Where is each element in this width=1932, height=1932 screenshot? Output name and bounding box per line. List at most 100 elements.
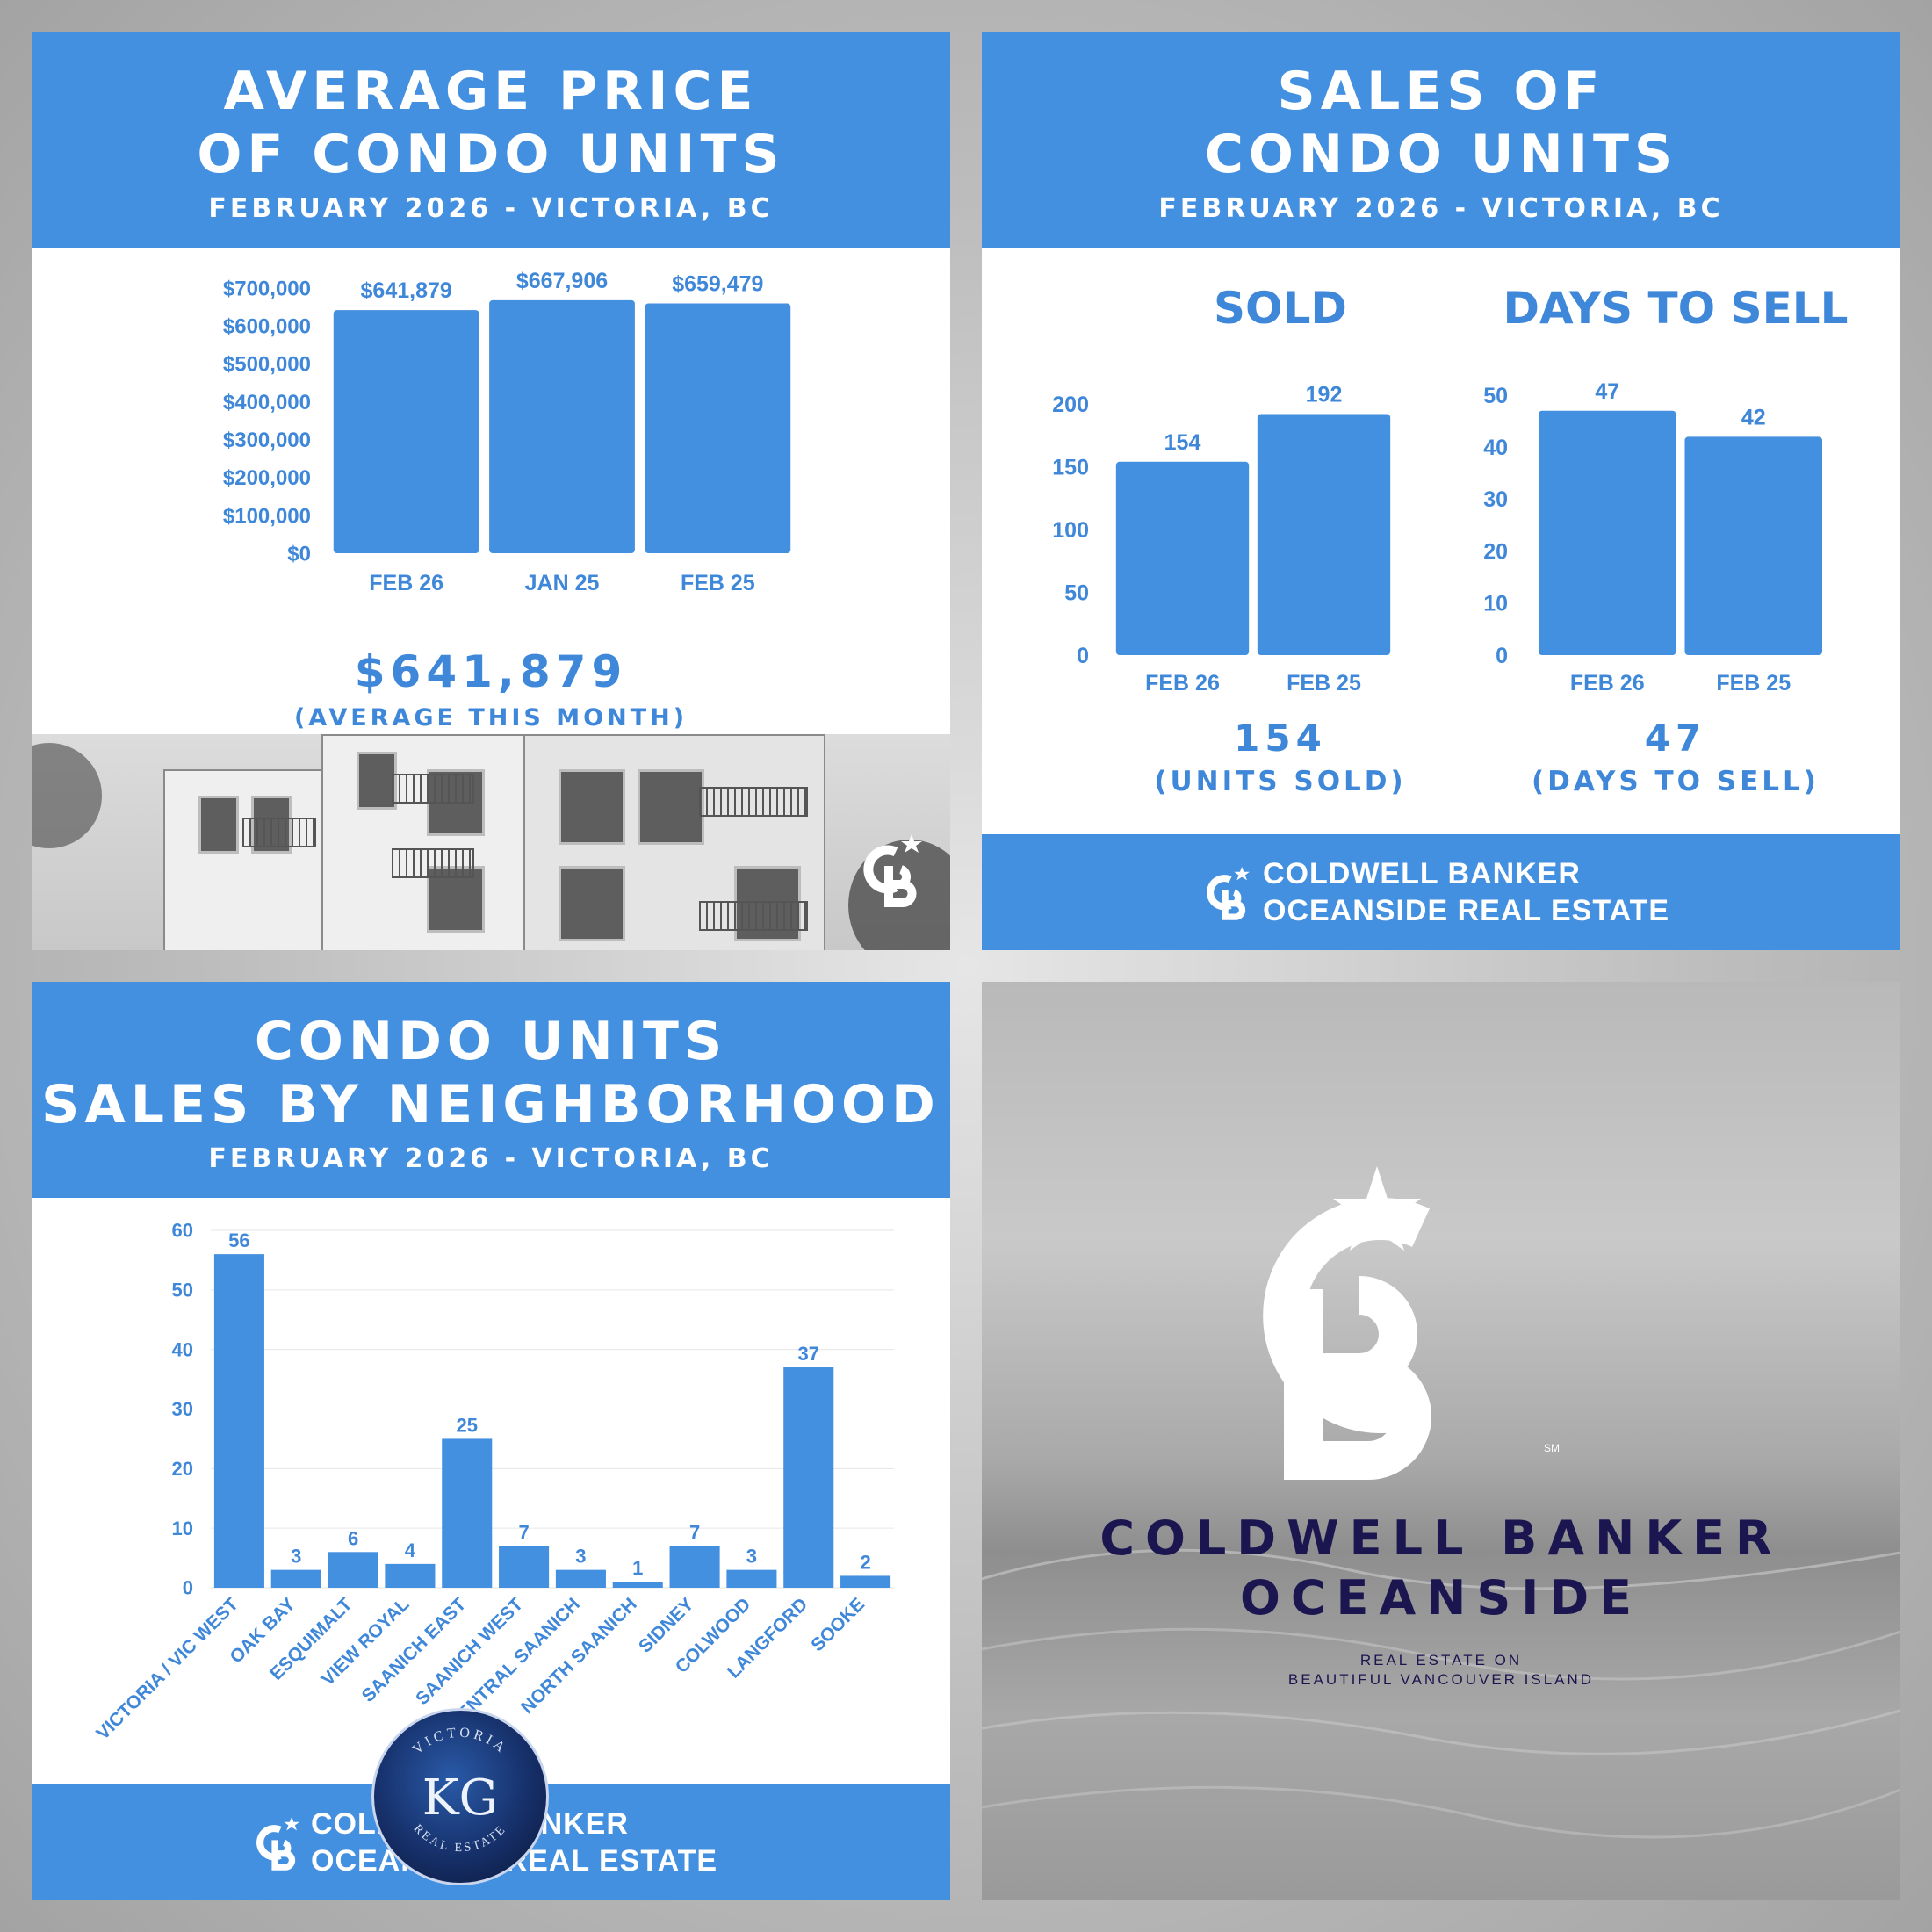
sold-caption: (UNITS SOLD)	[1154, 766, 1407, 797]
y-tick-label: 50	[172, 1280, 193, 1301]
window	[198, 796, 239, 854]
data-label: $641,879	[361, 278, 452, 303]
data-label: 192	[1306, 382, 1343, 407]
y-tick-label: 20	[1483, 539, 1508, 564]
bar	[1538, 410, 1676, 655]
bar	[555, 1569, 606, 1588]
data-label: 37	[798, 1343, 819, 1365]
y-tick-label: 20	[172, 1458, 193, 1480]
cb-logo-icon	[863, 834, 922, 907]
bar	[489, 299, 635, 553]
sales-title-line1: SALES OF	[1277, 61, 1605, 122]
y-tick-label: 30	[1483, 487, 1508, 512]
sales-header: SALES OF CONDO UNITS FEBRUARY 2026 - VIC…	[982, 32, 1900, 248]
data-label: $667,906	[516, 269, 608, 293]
avg-price-chart: $0 $100,000 $200,000 $300,000 $400,000 $500,0…	[223, 269, 791, 595]
bar	[1257, 414, 1391, 655]
svg-text:VICTORIA: VICTORIA	[410, 1726, 510, 1758]
y-tick-label: 10	[172, 1517, 193, 1539]
y-tick-label: 50	[1064, 580, 1089, 605]
badge-top-text: VICTORIA	[410, 1726, 507, 1758]
avg-price-title-line1: AVERAGE PRICE	[223, 61, 759, 122]
y-tick-label: 40	[172, 1338, 193, 1360]
window	[638, 769, 704, 845]
avg-price-caption: (AVERAGE THIS MONTH)	[293, 704, 688, 732]
window	[559, 866, 625, 941]
balcony	[242, 818, 316, 847]
balcony	[392, 848, 474, 878]
sold-heading: SOLD	[1214, 283, 1347, 334]
brand-tag-line2: BEAUTIFUL VANCOUVER ISLAND	[1287, 1671, 1595, 1688]
bar	[645, 303, 791, 553]
building-photo	[32, 734, 950, 950]
brand-line2: OCEANSIDE	[1239, 1570, 1643, 1626]
x-category-label: FEB 26	[1145, 671, 1220, 696]
data-label: 3	[746, 1546, 757, 1568]
cb-logo-icon	[1207, 866, 1250, 920]
kg-badge-art: VICTORIA REAL ESTATE KG	[410, 1726, 510, 1855]
window	[559, 769, 625, 845]
x-category-label: FEB 25	[1287, 671, 1361, 696]
data-label: 4	[405, 1539, 416, 1561]
brand-panel: SM COLDWELL BANKER OCEANSIDE REAL ESTATE…	[982, 982, 1900, 1900]
y-tick-label: 0	[1496, 644, 1508, 668]
sm-mark: SM	[1544, 1442, 1560, 1454]
cb-large-logo	[1263, 1166, 1431, 1480]
bar	[783, 1367, 834, 1588]
x-category-label: FEB 25	[1716, 671, 1791, 696]
y-tick-label: $100,000	[223, 504, 311, 528]
sales-panel: SALES OF CONDO UNITS FEBRUARY 2026 - VIC…	[982, 32, 1900, 950]
sold-big-value: 154	[1234, 717, 1327, 760]
bar	[270, 1569, 321, 1588]
x-category-label: VICTORIA / VIC WEST	[92, 1594, 242, 1744]
y-tick-label: $500,000	[223, 353, 311, 377]
avg-price-big-value: $641,879	[354, 646, 628, 697]
y-tick-label: 0	[1077, 644, 1089, 668]
y-tick-label: 100	[1052, 518, 1089, 543]
avg-price-subtitle: FEBRUARY 2026 - VICTORIA, BC	[208, 193, 774, 224]
svg-text:REAL ESTATE: REAL ESTATE	[411, 1822, 510, 1855]
data-label: 7	[518, 1522, 529, 1544]
y-tick-label: 50	[1483, 384, 1508, 408]
x-category-label: SOOKE	[807, 1594, 869, 1655]
brand-tag-line1: REAL ESTATE ON	[1359, 1652, 1523, 1669]
cb-logo-icon	[256, 1816, 299, 1871]
data-label: 3	[291, 1546, 301, 1568]
y-tick-label: 150	[1052, 455, 1089, 479]
bar	[385, 1563, 436, 1588]
balcony	[699, 787, 808, 817]
neighborhood-header: CONDO UNITS SALES BY NEIGHBORHOOD FEBRUA…	[32, 982, 950, 1198]
beach-waves-pattern	[982, 1548, 1900, 1839]
bar	[328, 1552, 378, 1588]
data-label: $659,479	[672, 271, 763, 296]
brand-line1: COLDWELL BANKER	[1099, 1510, 1783, 1566]
data-label: 7	[689, 1522, 700, 1544]
y-tick-label: 40	[1483, 436, 1508, 460]
y-tick-label: $300,000	[223, 429, 311, 452]
y-tick-label: $700,000	[223, 277, 311, 300]
data-label: 2	[860, 1551, 870, 1573]
bar	[442, 1438, 493, 1588]
y-tick-label: $0	[287, 542, 311, 566]
data-label: 25	[457, 1414, 478, 1436]
sales-subtitle: FEBRUARY 2026 - VICTORIA, BC	[1158, 193, 1724, 224]
data-label: 56	[228, 1229, 249, 1251]
bar	[213, 1254, 264, 1588]
sales-footer-line2: OCEANSIDE REAL ESTATE	[1263, 894, 1670, 927]
y-tick-label: 200	[1052, 393, 1089, 417]
neighborhood-subtitle: FEBRUARY 2026 - VICTORIA, BC	[208, 1143, 774, 1174]
bar	[840, 1575, 891, 1588]
sales-footer: COLDWELL BANKER OCEANSIDE REAL ESTATE	[982, 834, 1900, 950]
y-tick-label: 30	[172, 1398, 193, 1420]
neighborhood-title-line1: CONDO UNITS	[254, 1011, 728, 1072]
days-big-value: 47	[1644, 717, 1707, 760]
bar	[669, 1546, 720, 1588]
avg-price-header: AVERAGE PRICE OF CONDO UNITS FEBRUARY 20…	[32, 32, 950, 248]
avg-price-panel: AVERAGE PRICE OF CONDO UNITS FEBRUARY 20…	[32, 32, 950, 950]
data-label: 42	[1741, 405, 1766, 429]
sold-chart: 0 50 100 150 200 154 FEB 26 192 FEB 25 0 10 20 30 40 5…	[1052, 379, 1823, 696]
avg-price-title-line2: OF CONDO UNITS	[197, 124, 785, 185]
data-label: 3	[575, 1546, 586, 1568]
bar	[499, 1546, 550, 1588]
